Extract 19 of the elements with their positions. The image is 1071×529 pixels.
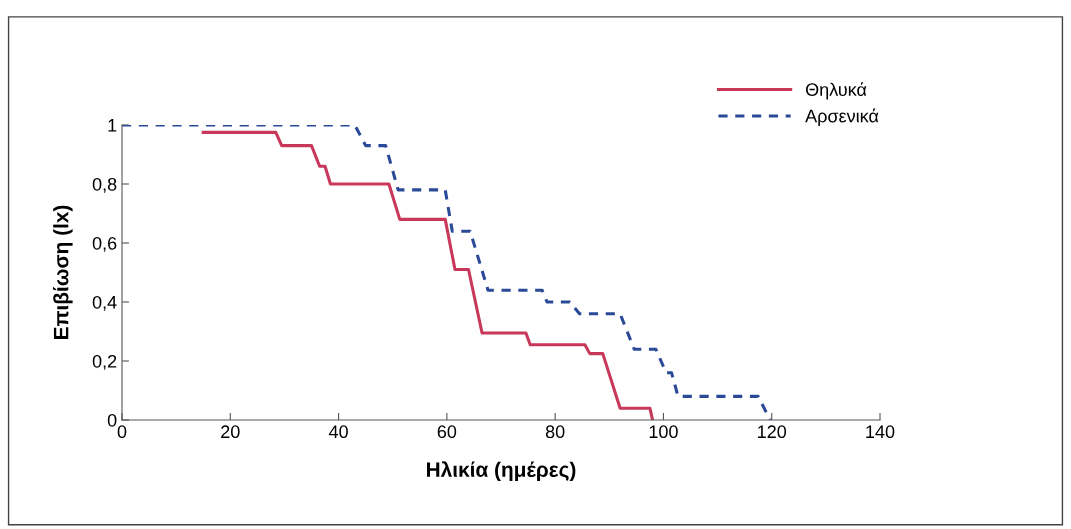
y-axis-title: Επιβίωση (lx) (52, 205, 73, 339)
x-tick-label: 80 (545, 425, 565, 439)
y-tick-label: 0,8 (92, 177, 117, 193)
x-axis-title: Ηλικία (ημέρες) (427, 461, 576, 482)
y-tick-label: 0 (107, 413, 117, 427)
x-tick-label: 120 (758, 425, 787, 439)
x-tick-label: 0 (117, 425, 127, 439)
y-tick-label: 0,4 (92, 295, 117, 311)
y-tick-label: 0,6 (92, 236, 117, 252)
x-tick-label: 60 (437, 425, 457, 439)
x-tick-label: 40 (328, 425, 348, 439)
legend-label: Αρσενικά (805, 108, 879, 126)
x-tick-label: 20 (221, 425, 240, 439)
y-tick-label: 1 (108, 119, 117, 132)
y-tick-label: 0,2 (92, 354, 117, 370)
x-tick-label: 140 (866, 425, 895, 439)
legend-label: Θηλυκά (805, 82, 867, 100)
x-tick-label: 100 (649, 425, 678, 439)
line-series (201, 130, 655, 420)
